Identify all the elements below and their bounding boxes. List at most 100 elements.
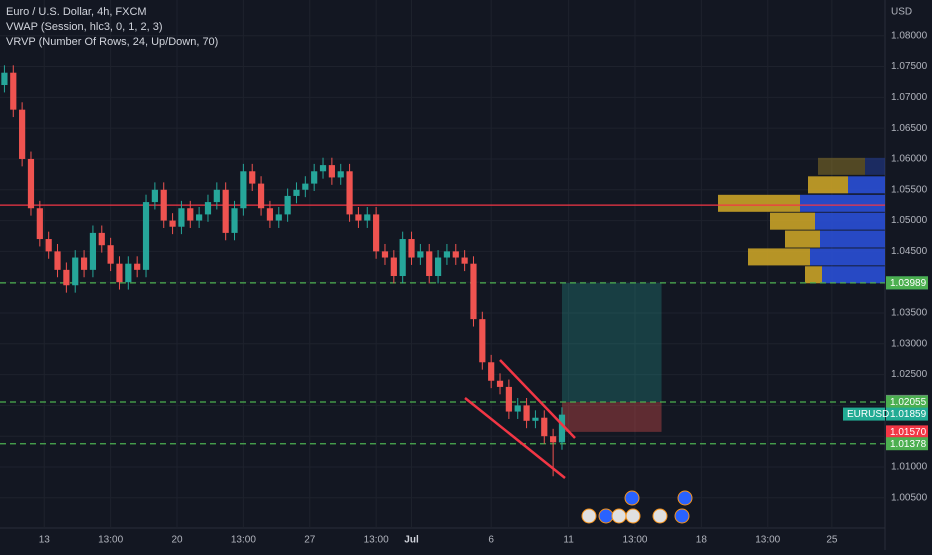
event-icon: [598, 508, 614, 524]
price-label: 1.01378: [890, 439, 927, 450]
position-stop: [561, 402, 662, 432]
candle-body: [284, 195, 291, 215]
indicator-label: VWAP (Session, hlc3, 0, 1, 2, 3): [6, 21, 163, 33]
y-tick-label: 1.06000: [891, 154, 928, 165]
candle-body: [204, 202, 212, 215]
profile-up: [865, 157, 885, 175]
candle-body: [505, 386, 512, 412]
candle-body: [452, 251, 459, 258]
candle-body: [107, 245, 114, 264]
candle-body: [355, 214, 362, 221]
candle-body: [488, 362, 495, 381]
candle-body: [496, 380, 504, 387]
y-tick-label: 1.01000: [891, 462, 928, 473]
indicator-label: VRVP (Number Of Rows, 24, Up/Down, 70): [6, 36, 218, 48]
y-tick-label: 1.05000: [891, 215, 928, 226]
candle-body: [45, 239, 52, 252]
x-tick-label: 6: [488, 535, 494, 546]
event-icon: [624, 490, 640, 506]
y-tick-label: 1.04500: [891, 246, 928, 257]
candle-body: [337, 171, 344, 178]
candle-body: [63, 269, 70, 286]
channel-line: [499, 359, 576, 439]
x-tick-label: 27: [304, 535, 316, 546]
profile-down: [785, 230, 820, 248]
candle-body: [390, 257, 397, 277]
candle-body: [328, 165, 335, 178]
event-icons: [581, 490, 693, 524]
profile-down: [770, 212, 815, 230]
profile-up: [822, 266, 885, 284]
x-tick-label: 25: [826, 535, 838, 546]
x-tick-label: 13: [39, 535, 51, 546]
x-tick-label: 13:00: [364, 535, 389, 546]
candle-body: [302, 183, 309, 190]
candle-body: [169, 220, 176, 227]
candle-body: [231, 208, 238, 233]
event-icon: [625, 508, 641, 524]
candle-body: [541, 417, 548, 437]
candle-body: [319, 165, 327, 172]
candle-body: [1, 72, 8, 86]
candle-body: [364, 214, 371, 221]
candle-body: [346, 171, 353, 215]
candle-body: [523, 405, 530, 421]
x-tick-label: 13:00: [622, 535, 647, 546]
candle-body: [417, 251, 424, 258]
candle-body: [470, 263, 477, 320]
volume-profile: [718, 157, 885, 284]
symbol-label-box: [843, 407, 885, 421]
profile-up: [810, 248, 885, 266]
candle-body: [187, 208, 194, 221]
candle-body: [381, 251, 389, 258]
y-tick-label: 1.08000: [891, 30, 928, 41]
price-label: 1.01859: [890, 409, 927, 420]
candle-body: [19, 109, 26, 159]
price-label-box: [886, 276, 928, 290]
candle-body: [266, 208, 274, 221]
x-tick-label: Jul: [404, 535, 419, 546]
price-label-box: [886, 437, 928, 451]
candle-body: [311, 171, 318, 184]
channel-line: [464, 397, 566, 479]
candle-body: [10, 72, 17, 110]
candle-body: [240, 171, 247, 209]
y-tick-label: 1.06500: [891, 123, 928, 134]
chart-title: Euro / U.S. Dollar, 4h, FXCM: [6, 6, 147, 18]
candle-body: [178, 208, 185, 227]
candle-body: [27, 158, 35, 209]
y-tick-label: 1.02500: [891, 369, 928, 380]
candle-body: [257, 183, 265, 209]
candle-body: [443, 251, 451, 258]
currency-label: USD: [891, 7, 912, 18]
y-tick-label: 1.03000: [891, 338, 928, 349]
price-label: 1.02055: [890, 397, 927, 408]
candle-body: [558, 414, 566, 443]
position-target: [561, 282, 662, 403]
x-tick-label: 13:00: [98, 535, 123, 546]
candle-body: [550, 436, 557, 443]
y-tick-label: 1.07500: [891, 61, 928, 72]
profile-up: [800, 194, 885, 212]
candle-body: [196, 214, 203, 221]
candle-body: [98, 232, 105, 246]
y-tick-label: 1.00500: [891, 492, 928, 503]
candle-body: [89, 232, 97, 270]
candle-body: [373, 214, 380, 252]
x-tick-label: 13:00: [231, 535, 256, 546]
y-tick-label: 1.03500: [891, 308, 928, 319]
candle-body: [213, 189, 220, 203]
candle-body: [275, 214, 282, 221]
candle-body: [399, 239, 406, 277]
event-icon: [674, 508, 690, 524]
price-label-box: [886, 407, 928, 421]
candle-body: [293, 189, 300, 196]
price-label-box: [886, 395, 928, 409]
price-label-box: [886, 425, 928, 439]
profile-up: [848, 176, 885, 194]
candle-body: [134, 263, 141, 270]
profile-down: [748, 248, 810, 266]
event-icon: [611, 508, 627, 524]
